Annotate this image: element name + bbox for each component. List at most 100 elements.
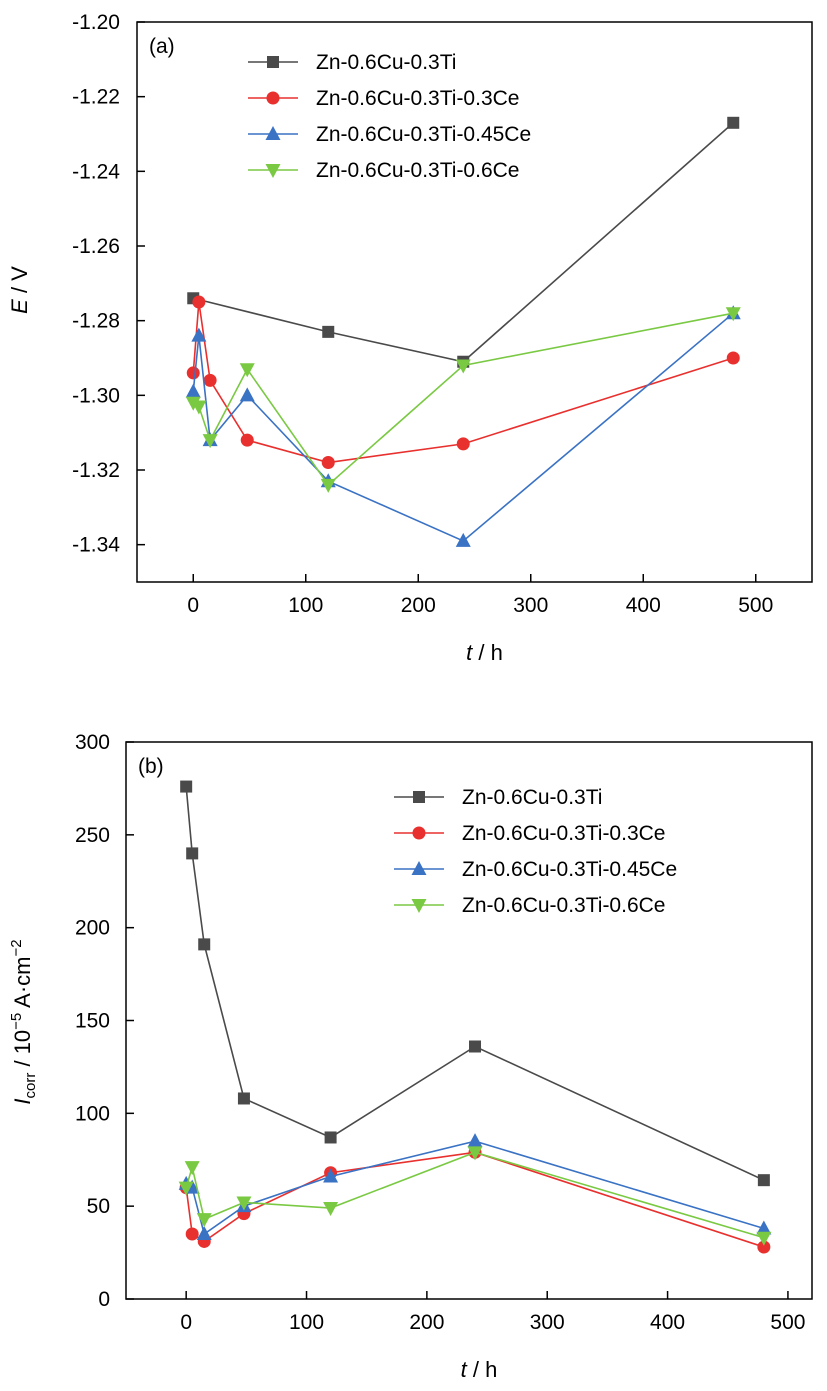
data-point [320, 478, 336, 493]
data-point [757, 1240, 771, 1254]
x-tick-label: 200 [401, 594, 436, 617]
y-tick-label: 100 [75, 1102, 110, 1125]
x-tick-label: 100 [288, 594, 323, 617]
data-point [184, 1161, 200, 1176]
series-2 [179, 1145, 771, 1254]
chart-panel-b: 0 100 200 300 400 500 0 50 100 150 200 250 300 (b) t /… [8, 731, 813, 1382]
panel-label: (a) [149, 35, 175, 58]
legend-label: Zn-0.6Cu-0.3Ti-0.6Ce [462, 894, 665, 917]
y-tick-label: -1.26 [72, 235, 120, 258]
data-point [239, 387, 255, 402]
series-line [185, 786, 765, 1181]
data-point [203, 373, 217, 387]
series-1 [187, 116, 740, 368]
legend: Zn-0.6Cu-0.3Ti Zn-0.6Cu-0.3Ti-0.3Ce Zn-0.6… [248, 51, 531, 182]
data-point [324, 1131, 337, 1144]
series-4 [185, 307, 741, 493]
series-2 [186, 295, 740, 470]
data-point [185, 383, 201, 398]
series-line [192, 312, 734, 487]
y-tick-label: -1.22 [72, 86, 120, 109]
data-point [456, 437, 470, 451]
legend-item: Zn-0.6Cu-0.3Ti-0.6Ce [248, 159, 519, 182]
y-tick-label: 150 [75, 1010, 110, 1033]
legend-swatch-marker [411, 861, 427, 875]
data-point [756, 1231, 772, 1246]
series-4 [178, 1146, 772, 1246]
legend-swatch-marker [411, 899, 427, 913]
x-tick-label: 300 [513, 594, 548, 617]
data-point [240, 433, 254, 447]
chart-panel-a: 0 100 200 300 400 500 -1.20 -1.22 -1.24 -1.26 -1.2… [7, 11, 813, 665]
legend-swatch-marker [412, 826, 426, 840]
x-tick-label: 400 [626, 594, 661, 617]
data-point [469, 1040, 482, 1053]
y-tick-label: -1.30 [72, 384, 120, 407]
y-tick-label: 250 [75, 824, 110, 847]
data-point [178, 1181, 194, 1196]
y-tick-label: 50 [87, 1195, 110, 1218]
data-point [192, 295, 206, 309]
data-point [186, 366, 200, 380]
y-tick-label: -1.28 [72, 310, 120, 333]
series-3 [185, 305, 741, 547]
legend-swatch-marker [266, 91, 280, 105]
data-point [725, 307, 741, 322]
data-point [467, 1133, 483, 1148]
data-point [236, 1196, 252, 1211]
data-point [323, 1168, 339, 1183]
data-point [323, 1202, 339, 1217]
x-tick-label: 300 [530, 1311, 565, 1334]
legend-label: Zn-0.6Cu-0.3Ti-0.45Ce [316, 123, 531, 146]
x-axis-title: t / h [466, 640, 503, 665]
legend-item: Zn-0.6Cu-0.3Ti [394, 786, 602, 809]
data-point [196, 1213, 212, 1228]
data-point [726, 351, 740, 365]
data-point [180, 780, 193, 793]
x-tick-label: 500 [738, 594, 773, 617]
series-1 [180, 780, 770, 1187]
data-point [455, 359, 471, 374]
legend-item: Zn-0.6Cu-0.3Ti-0.3Ce [394, 822, 665, 845]
data-point [185, 1227, 199, 1241]
data-point [239, 363, 255, 378]
data-point [237, 1092, 250, 1105]
y-axis-title: Icorr / 10−5 A·cm−2 [8, 939, 39, 1104]
data-point [198, 938, 211, 951]
data-point [756, 1220, 772, 1235]
panel-label: (b) [138, 755, 164, 778]
legend-label: Zn-0.6Cu-0.3Ti-0.3Ce [316, 87, 519, 110]
y-tick-label: 200 [75, 917, 110, 940]
series-line [193, 122, 734, 363]
legend-label: Zn-0.6Cu-0.3Ti [316, 51, 456, 74]
data-point [757, 1174, 770, 1187]
legend-item: Zn-0.6Cu-0.3Ti-0.45Ce [394, 858, 677, 881]
legend-swatch-marker [413, 791, 425, 803]
data-point [191, 400, 207, 415]
legend-item: Zn-0.6Cu-0.3Ti-0.6Ce [394, 894, 665, 917]
data-point [322, 325, 335, 338]
legend-label: Zn-0.6Cu-0.3Ti [462, 786, 602, 809]
data-point [186, 847, 199, 860]
legend-item: Zn-0.6Cu-0.3Ti-0.45Ce [248, 123, 531, 146]
y-tick-label: -1.20 [72, 11, 120, 34]
legend: Zn-0.6Cu-0.3Ti Zn-0.6Cu-0.3Ti-0.3Ce Zn-0.6… [394, 786, 677, 917]
data-point [727, 116, 740, 129]
legend-label: Zn-0.6Cu-0.3Ti-0.6Ce [316, 159, 519, 182]
data-point [467, 1146, 483, 1161]
legend-swatch-marker [265, 126, 281, 140]
x-axis-title: t / h [461, 1357, 498, 1382]
y-axis-title: E / V [7, 266, 32, 314]
legend-swatch-marker [265, 164, 281, 178]
data-point [321, 456, 335, 470]
y-tick-label: -1.24 [72, 160, 120, 183]
x-tick-label: 500 [770, 1311, 805, 1334]
legend-item: Zn-0.6Cu-0.3Ti [248, 51, 456, 74]
x-tick-label: 0 [180, 1311, 192, 1334]
legend-item: Zn-0.6Cu-0.3Ti-0.3Ce [248, 87, 519, 110]
series-line [192, 312, 734, 542]
x-tick-label: 0 [187, 594, 199, 617]
y-tick-label: 300 [75, 731, 110, 754]
x-tick-label: 100 [289, 1311, 324, 1334]
